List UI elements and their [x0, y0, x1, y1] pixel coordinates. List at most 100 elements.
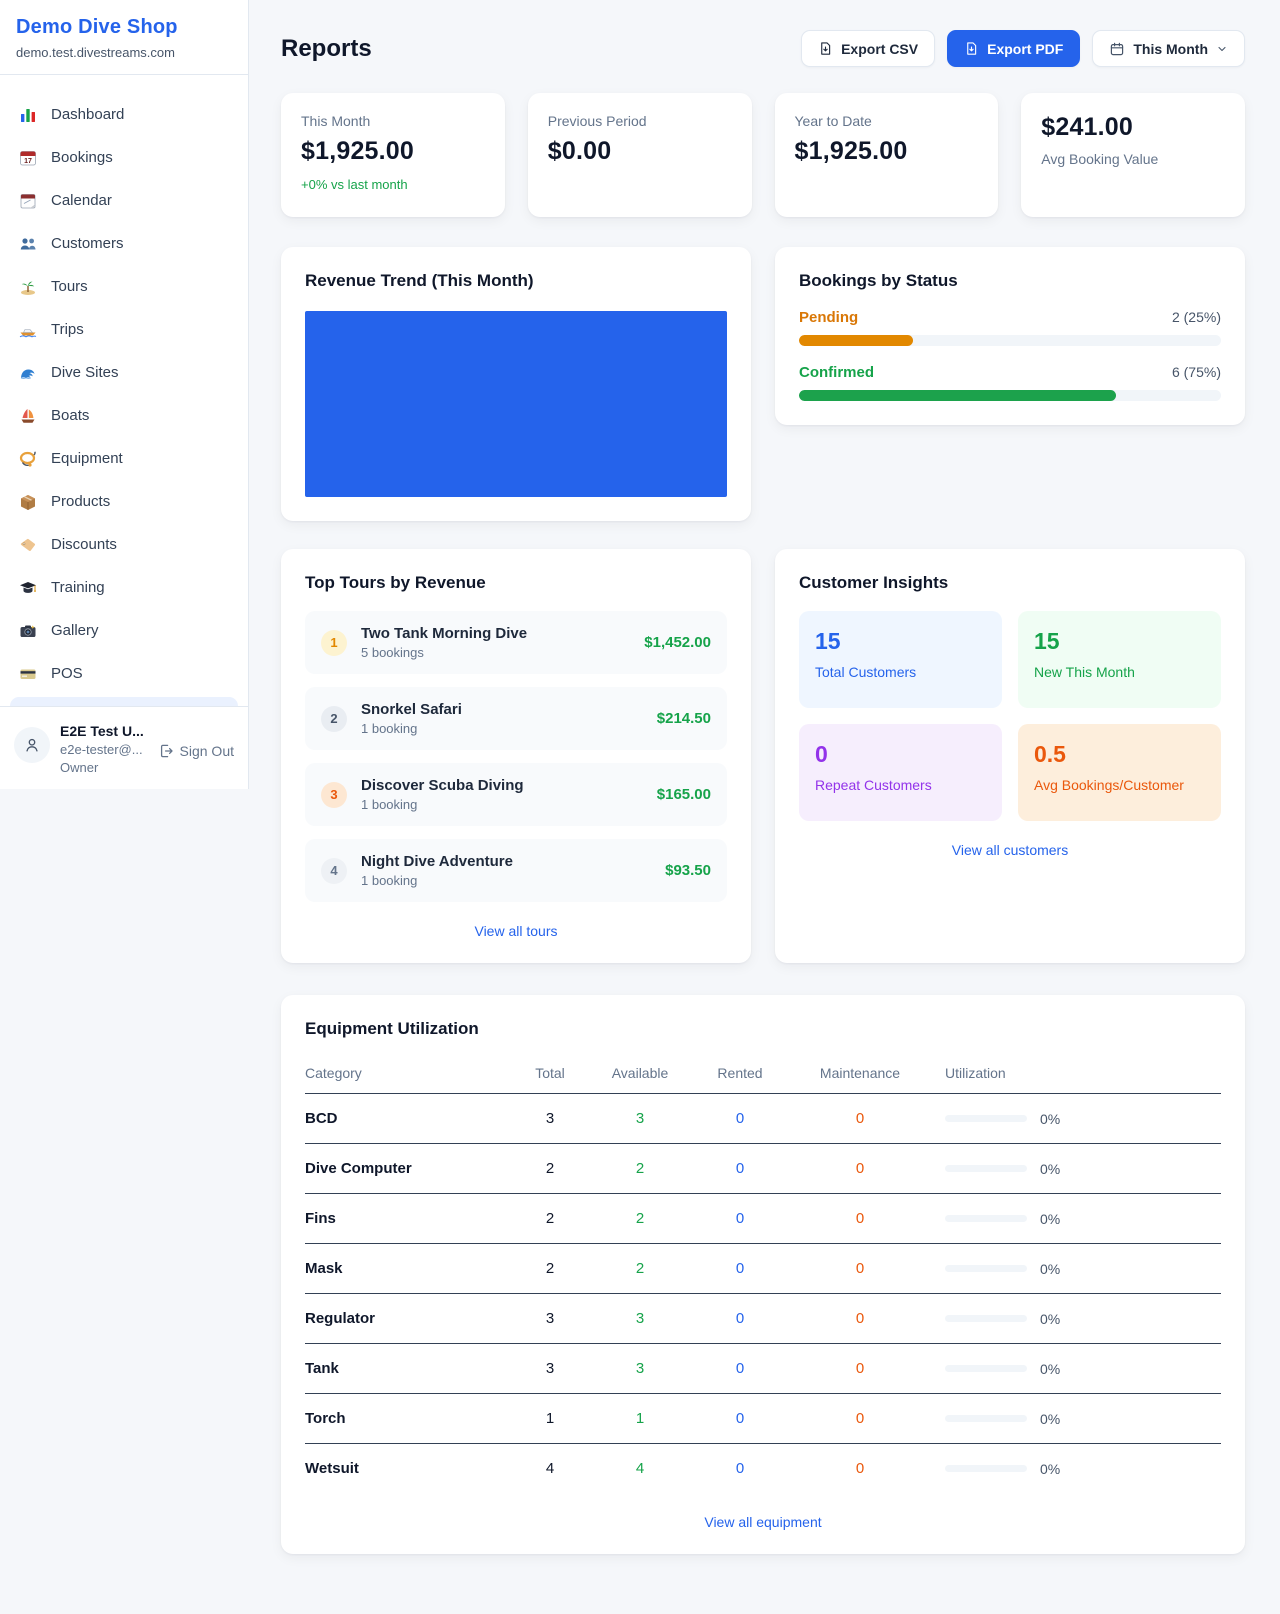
- stat-value: $1,925.00: [794, 137, 908, 165]
- sidebar-item-dive-sites[interactable]: Dive Sites: [0, 351, 248, 394]
- bookings-by-status-title: Bookings by Status: [799, 271, 958, 290]
- rank-badge: 1: [321, 629, 347, 656]
- tour-amount: $214.50: [656, 710, 711, 727]
- avatar: [14, 727, 50, 763]
- tour-amount: $93.50: [665, 862, 711, 879]
- sidebar-item-boats[interactable]: Boats: [0, 394, 248, 437]
- col-header-utilization: Utilization: [925, 1055, 1221, 1094]
- status-label: Pending: [799, 309, 859, 326]
- svg-text:17: 17: [24, 158, 32, 165]
- utilization-bar: [945, 1365, 1027, 1372]
- tour-name: Night Dive Adventure: [361, 853, 513, 870]
- sidebar: Demo Dive Shop demo.test.divestreams.com…: [0, 0, 249, 789]
- utilization-bar: [945, 1465, 1027, 1472]
- user-box: E2E Test U... e2e-tester@... Owner Sign …: [0, 706, 248, 789]
- rank-badge: 4: [321, 857, 347, 884]
- sidebar-item-products[interactable]: Products: [0, 480, 248, 523]
- tour-bookings: 1 booking: [361, 721, 418, 736]
- export-pdf-label: Export PDF: [987, 40, 1064, 57]
- export-csv-button[interactable]: Export CSV: [801, 30, 936, 67]
- sidebar-item-label: Bookings: [51, 149, 113, 166]
- sidebar-item-label: Tours: [51, 278, 88, 295]
- sidebar-item-reports-partial[interactable]: [10, 697, 238, 706]
- sidebar-item-pos[interactable]: POS: [0, 652, 248, 695]
- file-download-icon: [821, 42, 831, 55]
- table-row: Torch 1 1 0 0 0%: [305, 1393, 1221, 1444]
- rank-badge: 2: [321, 705, 347, 732]
- customers-icon: [18, 234, 38, 254]
- sidebar-item-training[interactable]: Training: [0, 566, 248, 609]
- stat-card-this-month: This Month $1,925.00 +0% vs last month: [281, 93, 505, 217]
- insight-tile-total-customers: 15 Total Customers: [799, 611, 1002, 708]
- sidebar-item-label: Discounts: [51, 536, 117, 553]
- tour-row: 3 Discover Scuba Diving 1 booking $165.0…: [305, 763, 727, 826]
- insight-tile-repeat-customers: 0 Repeat Customers: [799, 724, 1002, 821]
- sidebar-item-discounts[interactable]: Discounts: [0, 523, 248, 566]
- sign-out-button[interactable]: Sign Out: [158, 743, 234, 759]
- sidebar-item-label: Dive Sites: [51, 364, 119, 381]
- utilization-bar: [945, 1215, 1027, 1222]
- col-header-total: Total: [505, 1055, 595, 1094]
- period-dropdown[interactable]: This Month: [1092, 30, 1245, 67]
- sidebar-item-tours[interactable]: Tours: [0, 265, 248, 308]
- customer-insights-card: Customer Insights 15 Total Customers 15 …: [775, 549, 1245, 963]
- brand: Demo Dive Shop demo.test.divestreams.com: [0, 0, 248, 75]
- stat-label: This Month: [301, 113, 371, 129]
- table-row: Dive Computer 2 2 0 0 0%: [305, 1143, 1221, 1194]
- tour-amount: $165.00: [656, 786, 711, 803]
- tour-row: 2 Snorkel Safari 1 booking $214.50: [305, 687, 727, 750]
- tour-bookings: 5 bookings: [361, 645, 424, 660]
- sidebar-item-label: Calendar: [51, 192, 112, 209]
- table-row: Tank 3 3 0 0 0%: [305, 1343, 1221, 1394]
- training-icon: [18, 578, 38, 598]
- stat-label: Year to Date: [794, 113, 872, 129]
- bookings-by-status-card: Bookings by Status Pending 2 (25%) Confi…: [775, 247, 1245, 425]
- table-row: Mask 2 2 0 0 0%: [305, 1243, 1221, 1294]
- sidebar-item-label: Products: [51, 493, 111, 510]
- pos-icon: [18, 664, 38, 684]
- utilization-bar: [945, 1165, 1027, 1172]
- export-pdf-button[interactable]: Export PDF: [947, 30, 1081, 67]
- stat-label: Avg Booking Value: [1041, 151, 1159, 167]
- sidebar-item-trips[interactable]: Trips: [0, 308, 248, 351]
- status-label: Confirmed: [799, 364, 874, 381]
- sidebar-item-equipment[interactable]: Equipment: [0, 437, 248, 480]
- view-all-tours-link[interactable]: View all tours: [474, 923, 558, 939]
- bookings-icon: 17: [18, 148, 38, 168]
- stat-label: Previous Period: [547, 113, 647, 129]
- utilization-bar: [945, 1115, 1027, 1122]
- sidebar-item-bookings[interactable]: 17 Bookings: [0, 136, 248, 179]
- calendar-icon: [18, 191, 38, 211]
- chevron-down-icon: [1218, 46, 1226, 51]
- table-row: BCD 3 3 0 0 0%: [305, 1093, 1221, 1144]
- tours-icon: [18, 277, 38, 297]
- sidebar-item-label: Trips: [51, 321, 84, 338]
- sidebar-item-gallery[interactable]: Gallery: [0, 609, 248, 652]
- sidebar-item-customers[interactable]: Customers: [0, 222, 248, 265]
- utilization-bar: [945, 1265, 1027, 1272]
- sign-out-icon: [160, 744, 173, 758]
- file-download-icon: [967, 42, 977, 55]
- equipment-utilization-title: Equipment Utilization: [305, 1019, 479, 1038]
- sidebar-item-label: Equipment: [51, 450, 123, 467]
- status-row-pending: Pending 2 (25%): [799, 309, 1221, 346]
- main-content: Reports Export CSV Export PDF This Month…: [249, 0, 1280, 1614]
- sidebar-item-dashboard[interactable]: Dashboard: [0, 93, 248, 136]
- tile-value: 15: [1034, 628, 1060, 654]
- view-all-equipment-link[interactable]: View all equipment: [704, 1514, 822, 1530]
- discounts-icon: [18, 535, 38, 555]
- revenue-trend-bar: [305, 311, 727, 497]
- table-row: Wetsuit 4 4 0 0 0%: [305, 1460, 1061, 1477]
- tile-value: 0.5: [1034, 741, 1066, 767]
- tile-value: 15: [815, 628, 841, 654]
- sidebar-nav: Dashboard 17 Bookings Calendar Customers…: [0, 75, 248, 706]
- table-row: Regulator 3 3 0 0 0%: [305, 1293, 1221, 1344]
- equipment-icon: [18, 449, 38, 469]
- view-all-customers-link[interactable]: View all customers: [951, 842, 1069, 858]
- sidebar-item-calendar[interactable]: Calendar: [0, 179, 248, 222]
- stat-delta: +0% vs last month: [301, 177, 408, 192]
- stat-card-avg-booking-value: $241.00 Avg Booking Value: [1021, 93, 1245, 217]
- utilization-bar: [945, 1315, 1027, 1322]
- sidebar-item-label: Boats: [51, 407, 90, 424]
- status-count: 6 (75%): [1171, 364, 1221, 380]
